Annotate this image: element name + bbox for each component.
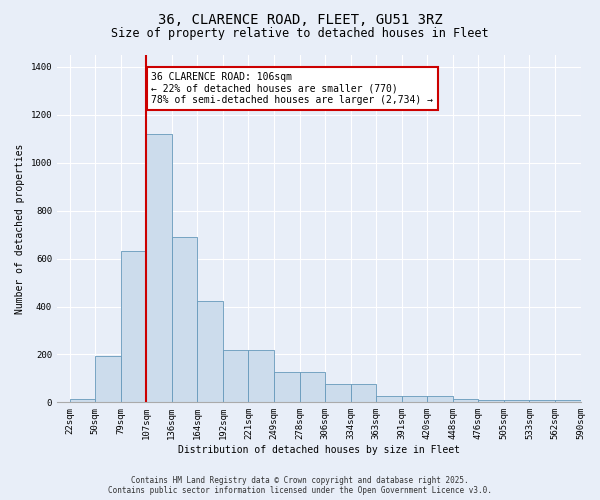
Bar <box>376 396 402 402</box>
Text: 36 CLARENCE ROAD: 106sqm
← 22% of detached houses are smaller (770)
78% of semi-: 36 CLARENCE ROAD: 106sqm ← 22% of detach… <box>151 72 433 105</box>
Text: Contains HM Land Registry data © Crown copyright and database right 2025.
Contai: Contains HM Land Registry data © Crown c… <box>108 476 492 495</box>
Bar <box>121 252 146 402</box>
Bar <box>274 372 299 402</box>
Bar <box>223 350 248 403</box>
Bar <box>70 398 95 402</box>
Bar <box>402 396 427 402</box>
Bar <box>95 356 121 403</box>
Bar <box>248 350 274 403</box>
Text: 36, CLARENCE ROAD, FLEET, GU51 3RZ: 36, CLARENCE ROAD, FLEET, GU51 3RZ <box>158 12 442 26</box>
Bar <box>555 400 581 402</box>
Bar <box>453 398 478 402</box>
Bar <box>146 134 172 402</box>
X-axis label: Distribution of detached houses by size in Fleet: Distribution of detached houses by size … <box>178 445 460 455</box>
Bar <box>350 384 376 402</box>
Bar <box>427 396 453 402</box>
Bar <box>478 400 504 402</box>
Bar <box>504 400 529 402</box>
Bar <box>299 372 325 402</box>
Text: Size of property relative to detached houses in Fleet: Size of property relative to detached ho… <box>111 28 489 40</box>
Bar <box>197 300 223 402</box>
Bar <box>172 237 197 402</box>
Bar <box>325 384 350 402</box>
Bar <box>529 400 555 402</box>
Y-axis label: Number of detached properties: Number of detached properties <box>15 144 25 314</box>
